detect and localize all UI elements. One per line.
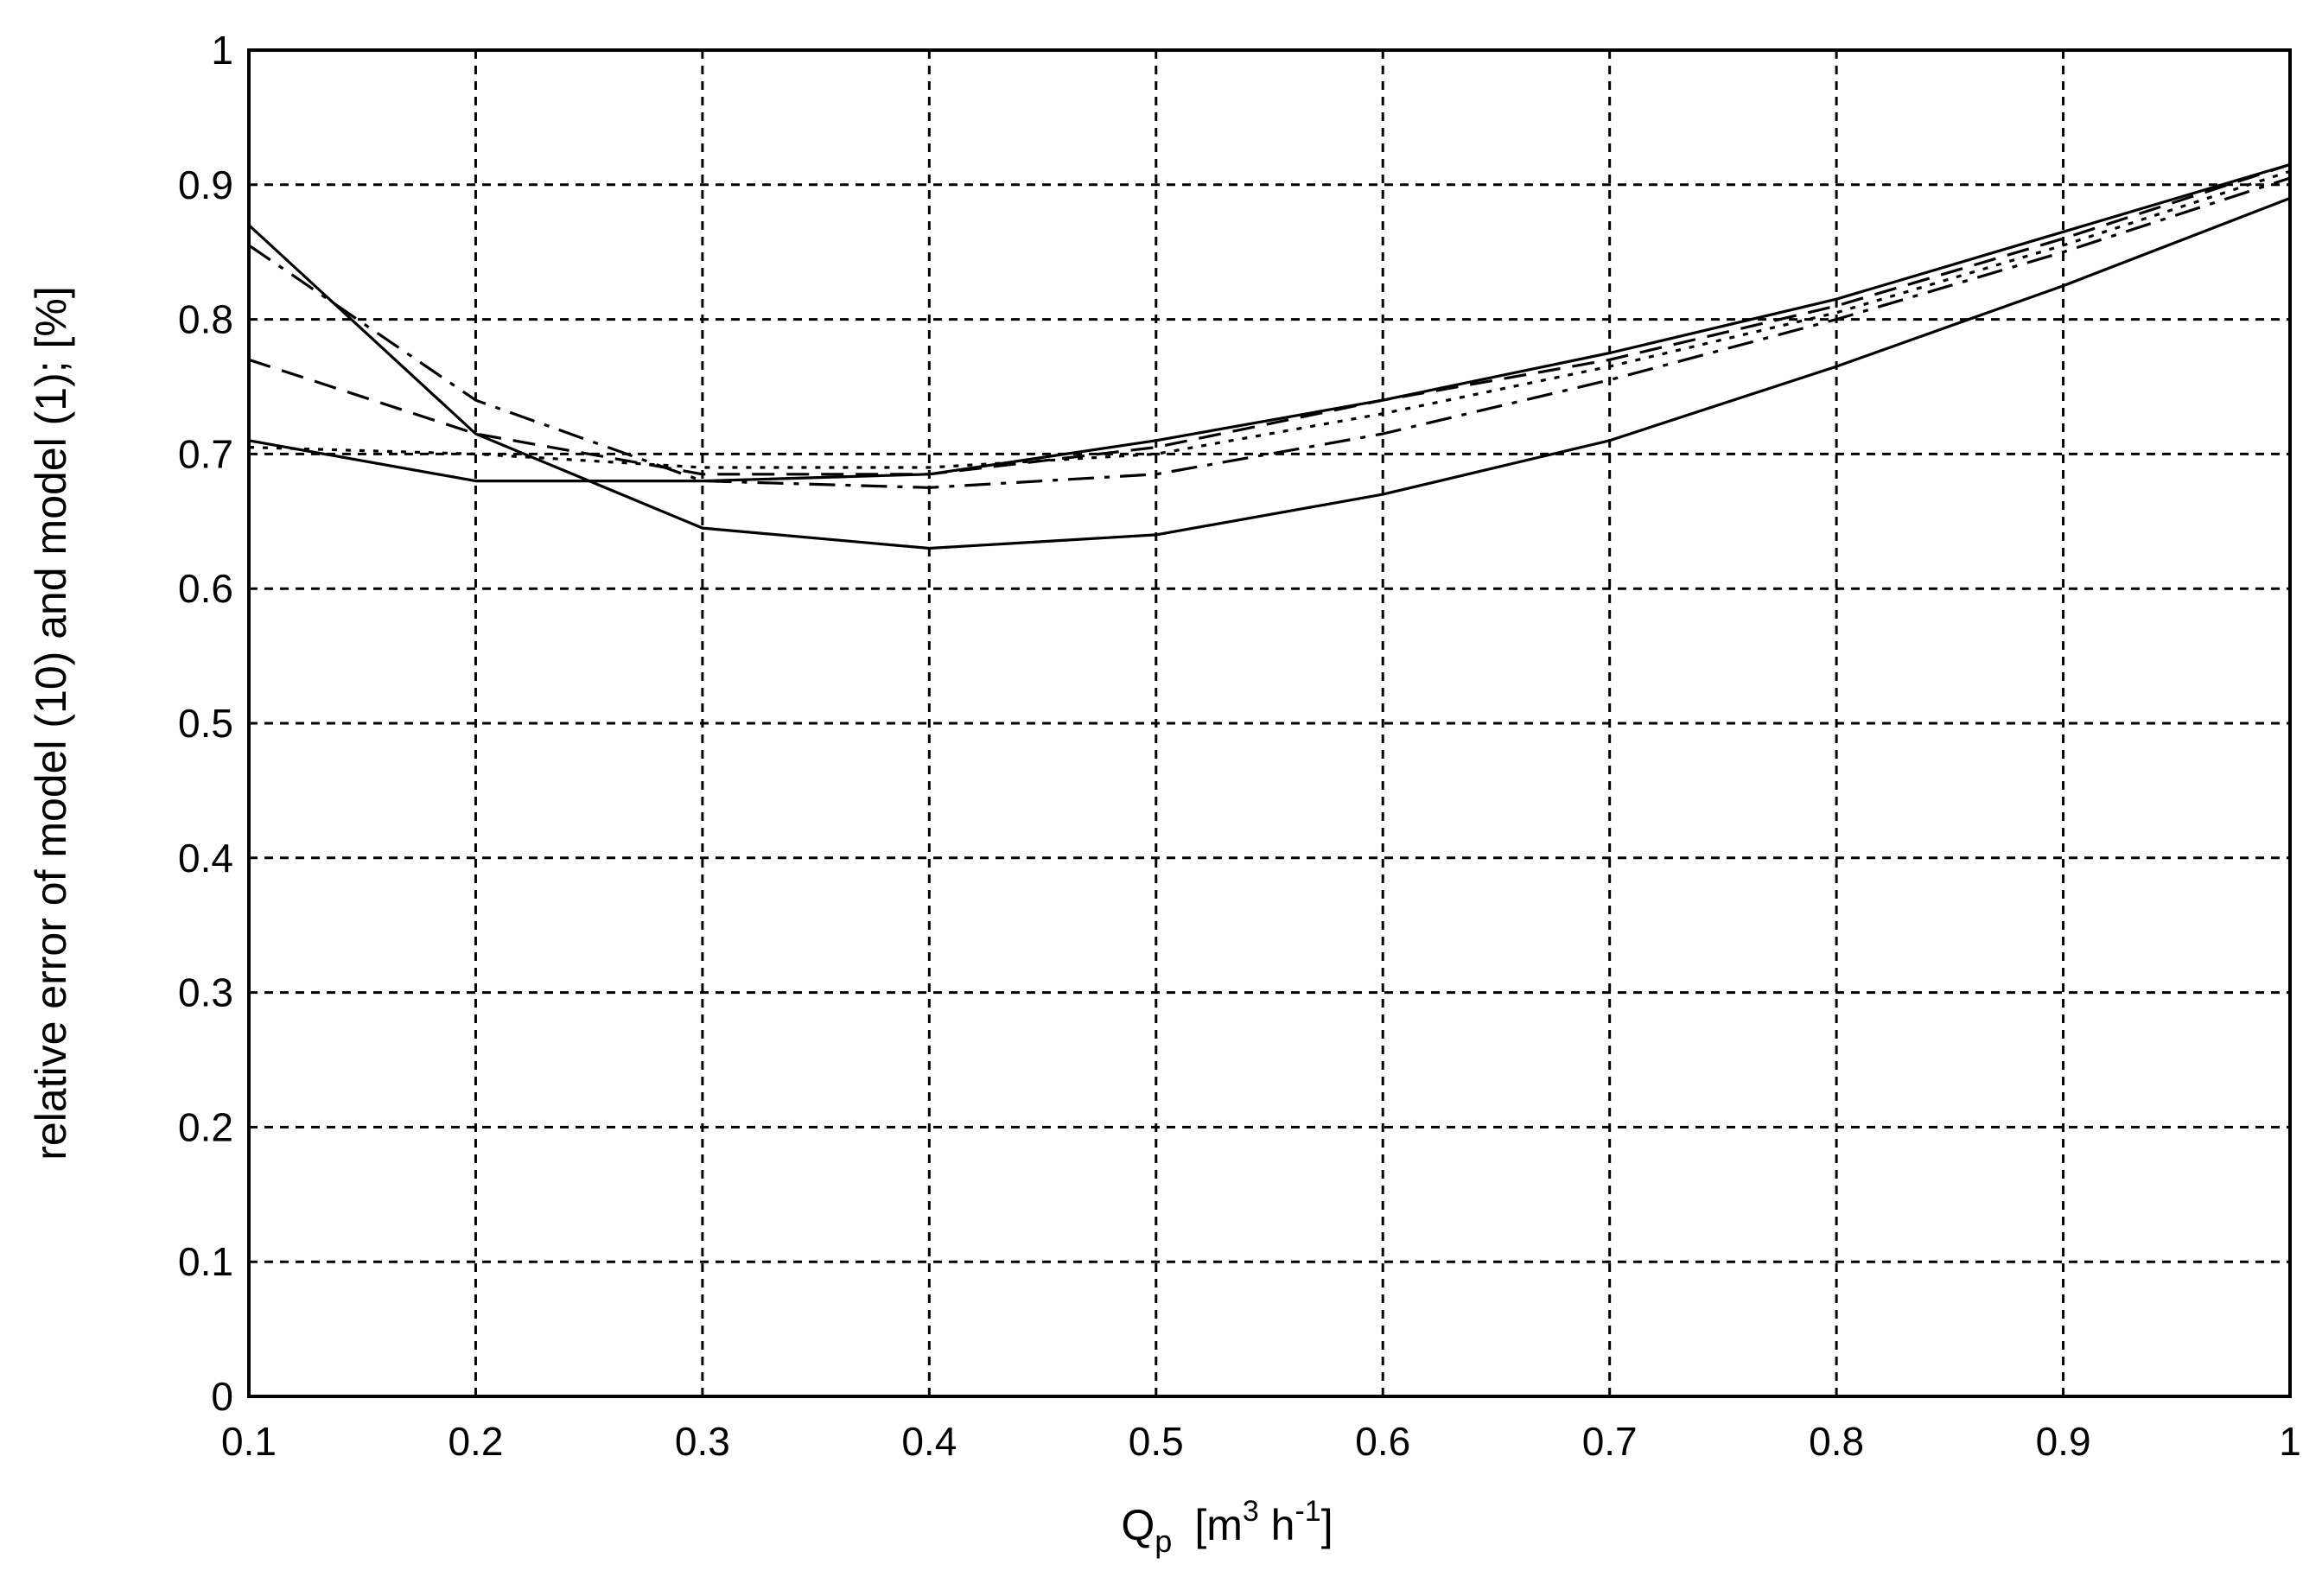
x-tick-label: 0.1	[221, 1419, 277, 1464]
x-tick-label: 0.4	[901, 1419, 957, 1464]
grid-lines	[249, 50, 2290, 1396]
y-tick-label: 0.1	[178, 1239, 233, 1284]
y-tick-label: 1	[211, 28, 233, 73]
x-tick-label: 0.9	[2036, 1419, 2091, 1464]
x-axis-label-units-close: ]	[1321, 1501, 1333, 1549]
y-tick-label: 0.4	[178, 836, 233, 881]
x-tick-label: 0.5	[1129, 1419, 1184, 1464]
series-layer	[247, 162, 2291, 550]
y-tick-label: 0.6	[178, 566, 233, 611]
y-tick-label: 0.3	[178, 970, 233, 1015]
series-line-3	[248, 162, 2291, 476]
x-tick-label: 0.7	[1582, 1419, 1638, 1464]
series-line-4	[248, 176, 2291, 489]
y-tick-label: 0.2	[178, 1104, 233, 1149]
y-tick-labels: 0 0.1 0.2 0.3 0.4 0.5 0.6 0.7 0.8 0.9 1	[178, 28, 233, 1419]
x-axis-label-subscript: p	[1155, 1523, 1172, 1559]
x-tick-label: 0.3	[675, 1419, 730, 1464]
x-axis-label-units-open: [m	[1194, 1501, 1243, 1549]
x-tick-label: 0.2	[448, 1419, 503, 1464]
y-tick-label: 0.8	[178, 297, 233, 342]
x-axis-label-main: Q	[1121, 1501, 1155, 1549]
plot-frame	[247, 48, 2292, 1398]
series-line-5	[248, 169, 2291, 469]
x-axis-label: Qp [m3 h-1]	[1121, 1495, 1333, 1559]
x-tick-label: 0.8	[1809, 1419, 1864, 1464]
series-line-2	[248, 162, 2291, 483]
x-tick-label: 0.6	[1355, 1419, 1410, 1464]
y-tick-label: 0	[211, 1374, 233, 1419]
y-axis-label: relative error of model (10) and model (…	[27, 286, 75, 1160]
x-tick-label: 1	[2279, 1419, 2301, 1464]
y-tick-label: 0.5	[178, 701, 233, 746]
x-axis-label-units-mid: h	[1259, 1501, 1295, 1549]
x-tick-labels: 0.1 0.2 0.3 0.4 0.5 0.6 0.7 0.8 0.9 1	[221, 1419, 2301, 1464]
y-tick-label: 0.7	[178, 431, 233, 476]
x-axis-label-superscript-1: 3	[1243, 1495, 1259, 1528]
y-tick-label: 0.9	[178, 162, 233, 207]
x-axis-label-superscript-2: -1	[1295, 1495, 1320, 1528]
